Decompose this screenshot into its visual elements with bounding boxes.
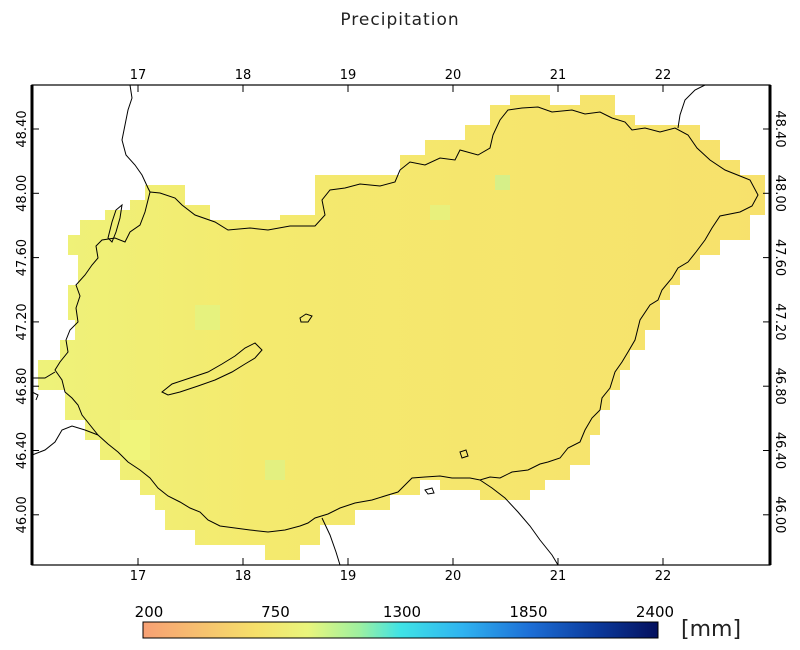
hungary-border	[54, 106, 759, 533]
neighbour-border-north-west	[121, 85, 151, 193]
greener-patch	[430, 205, 450, 220]
lat-label-left: 46.00	[15, 496, 30, 533]
lon-label-top: 18	[235, 68, 252, 83]
neighbour-border-south	[321, 517, 341, 565]
greener-patch	[265, 460, 285, 480]
lat-label-left: 47.20	[15, 303, 30, 340]
neighbour-border-south-east	[479, 479, 559, 565]
lon-label-bottom: 22	[655, 569, 672, 584]
neighbour-border-north-east	[677, 85, 706, 129]
lon-label-bottom: 17	[130, 569, 147, 584]
map-title: Precipitation	[340, 10, 459, 30]
colorbar-tick-labels: 200 750 1300 1850 2400	[135, 603, 674, 621]
greener-patch	[495, 175, 510, 190]
latitude-ticks: 48.40 48.40 48.00 48.00 47.60 47.60 47.20 47.20…	[15, 110, 787, 533]
lake-balaton	[161, 342, 263, 396]
greener-patch	[195, 305, 220, 330]
lat-label-left: 48.00	[15, 175, 30, 212]
small-lake	[459, 449, 469, 459]
neighbour-border-south-west	[32, 425, 99, 456]
colorbar	[142, 621, 659, 639]
lat-label-left: 46.40	[15, 432, 30, 469]
neighbour-border-west	[32, 371, 56, 401]
lat-label-left: 48.40	[15, 110, 30, 147]
lat-label-right: 46.00	[772, 496, 787, 533]
lat-label-right: 46.80	[772, 368, 787, 405]
lon-label-top: 22	[655, 68, 672, 83]
colorbar-tick-label: 1300	[383, 603, 421, 621]
map-area	[32, 85, 765, 565]
colorbar-unit: [mm]	[681, 617, 741, 642]
lon-label-top: 21	[550, 68, 567, 83]
lat-label-left: 47.60	[15, 239, 30, 276]
lon-label-top: 20	[445, 68, 462, 83]
lat-label-right: 48.40	[772, 110, 787, 147]
lake-velence	[299, 313, 313, 323]
greener-patch	[120, 420, 150, 460]
lat-label-right: 47.20	[772, 303, 787, 340]
lon-label-bottom: 18	[235, 569, 252, 584]
lake-neusiedl	[107, 203, 123, 243]
colorbar-tick-label: 2400	[636, 603, 674, 621]
lon-label-bottom: 21	[550, 569, 567, 584]
lon-label-top: 17	[130, 68, 147, 83]
small-lake	[424, 487, 435, 495]
lat-label-left: 46.80	[15, 368, 30, 405]
lon-label-bottom: 20	[445, 569, 462, 584]
lat-label-right: 47.60	[772, 239, 787, 276]
lon-label-bottom: 19	[340, 569, 357, 584]
longitude-ticks: 17 17 18 18 19 19 20 20 21 21 22 22	[130, 68, 672, 584]
lat-label-right: 46.40	[772, 432, 787, 469]
colorbar-tick-label: 750	[261, 603, 290, 621]
lon-label-top: 19	[340, 68, 357, 83]
precipitation-field	[38, 95, 765, 560]
colorbar-tick-label: 1850	[509, 603, 547, 621]
colorbar-tick-label: 200	[135, 603, 164, 621]
lat-label-right: 48.00	[772, 175, 787, 212]
